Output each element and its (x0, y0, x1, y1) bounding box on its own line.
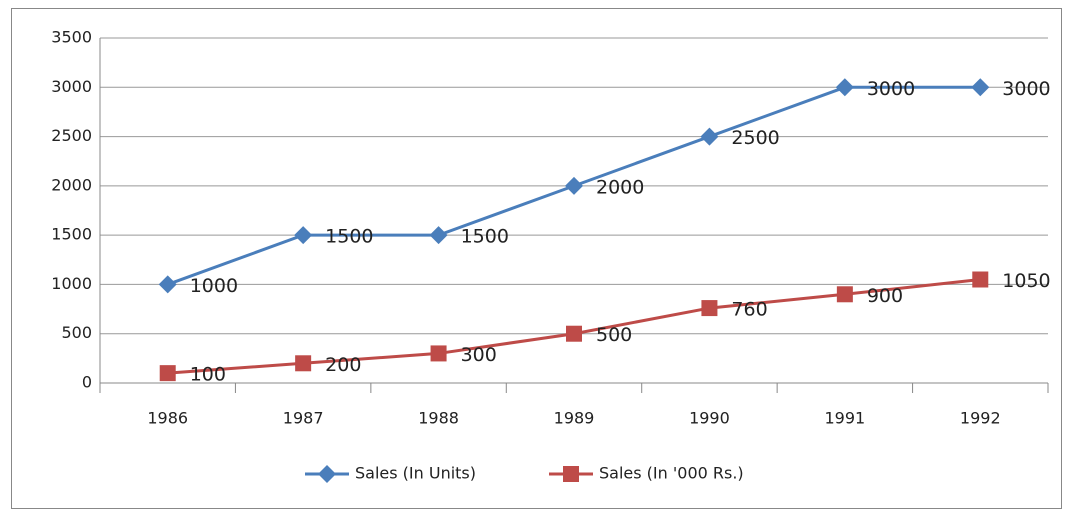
x-tick-label: 1988 (418, 409, 459, 428)
marker (294, 226, 313, 245)
data-label: 3000 (1002, 78, 1050, 100)
y-tick-label: 3500 (51, 28, 92, 47)
y-tick-label: 0 (82, 373, 92, 392)
marker (836, 286, 853, 303)
data-label: 200 (325, 354, 361, 376)
data-label: 2500 (731, 127, 779, 149)
data-label: 760 (731, 299, 767, 321)
marker (971, 78, 990, 97)
marker (159, 365, 176, 382)
data-label: 300 (461, 344, 497, 366)
x-tick-label: 1987 (283, 409, 324, 428)
data-label: 900 (867, 285, 903, 307)
marker (429, 226, 448, 245)
x-tick-label: 1989 (554, 409, 595, 428)
marker (430, 345, 447, 362)
legend-marker (318, 465, 336, 483)
y-tick-label: 1000 (51, 274, 92, 293)
y-tick-label: 2500 (51, 126, 92, 145)
marker (701, 300, 718, 317)
data-label: 1500 (461, 226, 509, 248)
data-label: 2000 (596, 176, 644, 198)
marker (835, 78, 854, 97)
x-tick-label: 1986 (147, 409, 188, 428)
x-tick-label: 1991 (824, 409, 865, 428)
y-tick-label: 2000 (51, 175, 92, 194)
legend-label: Sales (In Units) (355, 464, 476, 483)
data-label: 3000 (867, 78, 915, 100)
marker (565, 176, 583, 195)
legend-label: Sales (In '000 Rs.) (599, 464, 744, 483)
marker (566, 325, 582, 342)
marker (700, 127, 719, 146)
marker (972, 271, 989, 288)
data-label: 1000 (190, 275, 238, 297)
y-tick-label: 3000 (51, 77, 92, 96)
data-label: 1050 (1002, 270, 1050, 292)
chart-frame (11, 8, 1062, 509)
data-label: 500 (596, 324, 632, 346)
data-label: 1500 (325, 226, 373, 248)
marker (158, 275, 177, 294)
legend-marker (563, 466, 579, 482)
x-tick-label: 1992 (960, 409, 1001, 428)
y-tick-label: 1500 (51, 225, 92, 244)
marker (295, 355, 312, 372)
x-tick-label: 1990 (689, 409, 730, 428)
data-label: 100 (190, 364, 226, 386)
y-tick-label: 500 (61, 323, 92, 342)
